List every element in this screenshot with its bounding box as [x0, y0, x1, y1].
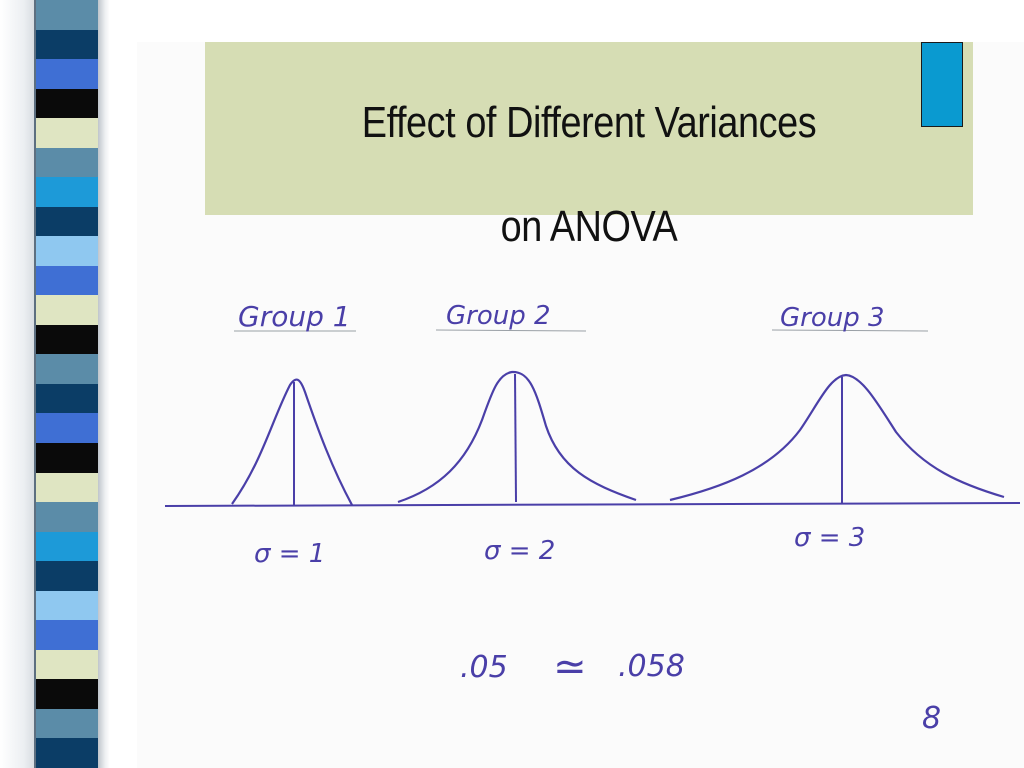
group-3-curve — [669, 373, 1005, 502]
slide-title-line-2: on ANOVA — [500, 202, 678, 251]
stripe-segment — [36, 59, 98, 89]
stripe-segment — [36, 708, 98, 739]
note-left-value: .05 — [460, 650, 508, 685]
stripe-segment — [36, 620, 98, 650]
stripe-segment — [36, 88, 98, 119]
group-2-sigma-label: σ = 2 — [484, 536, 555, 566]
group-2-center-line — [514, 373, 517, 503]
stripe-segment — [36, 590, 98, 621]
corner-square-decoration — [921, 42, 963, 127]
stripe-segment — [36, 413, 98, 443]
group-2-label: Group 2 — [446, 301, 551, 331]
stripe-segment — [36, 206, 98, 237]
page-number: 8 — [922, 701, 941, 736]
stripe-segment — [36, 324, 98, 355]
stripe-segment — [36, 177, 98, 207]
group-2-underline — [435, 329, 587, 332]
stripe-segment — [36, 0, 98, 30]
group-1-curve — [231, 378, 353, 506]
stripe-segment — [36, 738, 98, 768]
stripe-segment — [36, 295, 98, 325]
stripe-segment — [36, 442, 98, 473]
left-shadow — [0, 0, 34, 768]
baseline-axis — [164, 502, 1021, 507]
approx-symbol: ≃ — [553, 644, 587, 690]
stripe-segment — [36, 649, 98, 680]
group-3-underline — [771, 329, 929, 332]
stripe-bar-edge — [98, 0, 110, 768]
decorative-stripe-bar — [34, 0, 98, 768]
note-right-value: .058 — [618, 649, 685, 684]
group-3-label: Group 3 — [780, 303, 885, 333]
stripe-segment — [36, 265, 98, 296]
group-2-curve — [397, 370, 637, 504]
stripe-segment — [36, 147, 98, 178]
stripe-segment — [36, 118, 98, 148]
stripe-segment — [36, 679, 98, 709]
stripe-segment — [36, 561, 98, 591]
group-1-label: Group 1 — [238, 300, 351, 333]
stripe-segment — [36, 354, 98, 384]
slide-title-line-1: Effect of Different Variances — [361, 98, 817, 147]
group-3-sigma-label: σ = 3 — [794, 523, 865, 553]
stripe-segment — [36, 236, 98, 266]
group-1-sigma-label: σ = 1 — [254, 539, 325, 569]
stripe-segment — [36, 383, 98, 414]
title-box: Effect of Different Variances on ANOVA — [205, 42, 973, 251]
stripe-segment — [36, 531, 98, 562]
stripe-segment — [36, 502, 98, 532]
stripe-segment — [36, 472, 98, 503]
stripe-segment — [36, 29, 98, 60]
